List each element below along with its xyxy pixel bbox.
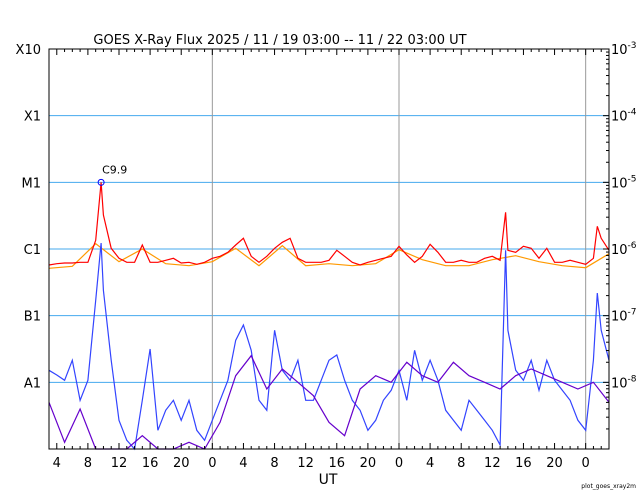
right-axis-exponent: -6 bbox=[628, 241, 637, 251]
series-line-short bbox=[48, 242, 610, 451]
series-line-long bbox=[48, 182, 610, 266]
right-axis-label: 10-5 bbox=[611, 174, 637, 191]
x-tick-label: 8 bbox=[270, 456, 278, 471]
right-axis-label: 10-3 bbox=[611, 41, 637, 58]
x-tick-label: 4 bbox=[53, 456, 61, 471]
series-line-short2 bbox=[48, 354, 610, 450]
right-axis-exponent: -3 bbox=[628, 41, 637, 51]
series-group bbox=[48, 182, 610, 451]
right-axis-label: 10-6 bbox=[611, 241, 637, 258]
left-axis-label: A1 bbox=[24, 376, 41, 391]
x-tick-label: 12 bbox=[111, 456, 128, 471]
right-axis-exponent: -4 bbox=[628, 108, 637, 118]
x-tick-label: 0 bbox=[208, 456, 216, 471]
x-axis-label: UT bbox=[319, 472, 338, 488]
x-tick-label: 16 bbox=[142, 456, 159, 471]
credit-label: plot_goes_xray2m bbox=[581, 483, 636, 490]
x-tick-label: 16 bbox=[329, 456, 346, 471]
series-line-long2 bbox=[48, 242, 610, 269]
x-tick-label: 20 bbox=[173, 456, 190, 471]
x-tick-label: 4 bbox=[239, 456, 247, 471]
left-axis-label: B1 bbox=[24, 310, 41, 325]
x-tick-label: 12 bbox=[484, 456, 501, 471]
left-axis-label: X1 bbox=[24, 110, 41, 125]
right-axis-label: 10-7 bbox=[611, 308, 637, 325]
peak-marker bbox=[97, 178, 105, 186]
annotation-group: C9.9 bbox=[97, 163, 127, 186]
chart-title: GOES X-Ray Flux 2025 / 11 / 19 03:00 -- … bbox=[93, 33, 466, 48]
right-axis-label: 10-4 bbox=[611, 108, 637, 125]
x-tick-label: 12 bbox=[297, 456, 314, 471]
x-tick-label: 0 bbox=[395, 456, 403, 471]
x-tick-label: 4 bbox=[426, 456, 434, 471]
x-tick-label: 20 bbox=[546, 456, 563, 471]
x-tick-label: 8 bbox=[84, 456, 92, 471]
x-tick-label: 16 bbox=[515, 456, 532, 471]
left-axis-label: M1 bbox=[22, 176, 42, 191]
x-tick-label: 8 bbox=[457, 456, 465, 471]
axes: X10 X1 M1 C1 B1 A1 10-3 10-4 10-5 10-6 10-7 10-8 4 8 1… bbox=[16, 41, 637, 471]
right-axis-label: 10-8 bbox=[611, 374, 637, 391]
x-tick-label: 0 bbox=[582, 456, 590, 471]
right-axis-exponent: -5 bbox=[628, 174, 637, 184]
x-tick-label: 20 bbox=[360, 456, 377, 471]
right-axis-exponent: -8 bbox=[628, 374, 637, 384]
peak-label: C9.9 bbox=[102, 163, 127, 176]
right-axis-exponent: -7 bbox=[628, 308, 637, 318]
left-axis-label: X10 bbox=[16, 43, 41, 58]
left-axis-label: C1 bbox=[24, 243, 41, 258]
grid bbox=[49, 49, 609, 449]
